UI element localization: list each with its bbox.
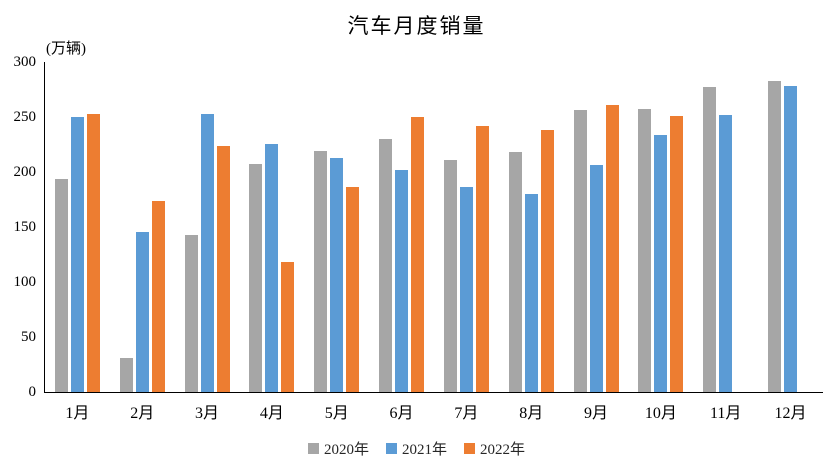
bar-2021年-12月 xyxy=(784,85,798,392)
bar-2020年-6月 xyxy=(379,139,393,392)
bar-2020年-7月 xyxy=(443,159,457,392)
bar-2021年-1月 xyxy=(70,116,84,392)
bar-2020年-4月 xyxy=(249,164,263,392)
y-axis-tick-label: 300 xyxy=(13,54,37,70)
bar-2022年-1月 xyxy=(86,113,100,392)
bar-2021年-4月 xyxy=(265,144,279,392)
bar-group-10月: 10月 xyxy=(638,62,684,422)
bar-group-5月: 5月 xyxy=(314,62,360,422)
bar-2020年-12月 xyxy=(768,80,782,392)
x-axis-label-12月: 12月 xyxy=(774,405,807,422)
bar-2022年-6月 xyxy=(411,116,425,392)
chart-title: 汽车月度销量 xyxy=(347,14,486,38)
bar-group-11月: 11月 xyxy=(703,62,748,422)
y-axis-unit-label: (万辆) xyxy=(46,41,86,57)
bar-2020年-9月 xyxy=(573,109,587,392)
x-axis-label-1月: 1月 xyxy=(65,405,90,422)
legend-marker-icon xyxy=(385,443,397,454)
bar-2020年-10月 xyxy=(638,108,652,392)
legend-label: 2020年 xyxy=(323,442,369,458)
bar-group-12月: 12月 xyxy=(768,62,813,422)
legend-item-2022年: 2022年 xyxy=(464,438,525,459)
bar-group-9月: 9月 xyxy=(573,62,619,422)
x-axis-label-5月: 5月 xyxy=(324,405,349,422)
legend-marker-icon xyxy=(464,443,475,454)
y-axis-tick-label: 250 xyxy=(13,109,37,125)
bar-2022年-8月 xyxy=(540,129,554,392)
bar-group-1月: 1月 xyxy=(54,62,100,422)
bar-2022年-5月 xyxy=(346,187,360,392)
x-axis-label-4月: 4月 xyxy=(259,405,284,422)
bar-2020年-2月 xyxy=(119,357,133,392)
y-axis-tick-label: 50 xyxy=(21,329,36,345)
bar-2020年-11月 xyxy=(703,87,717,392)
x-axis-label-10月: 10月 xyxy=(644,405,677,422)
bar-2021年-11月 xyxy=(719,114,733,392)
legend-marker-icon xyxy=(307,443,319,454)
bar-2021年-8月 xyxy=(524,194,538,392)
bar-2022年-9月 xyxy=(605,104,619,392)
bar-group-3月: 3月 xyxy=(184,62,230,422)
bar-2021年-7月 xyxy=(459,186,473,392)
x-axis-label-3月: 3月 xyxy=(195,405,220,422)
y-axis-tick-label: 100 xyxy=(13,274,37,290)
x-axis-label-8月: 8月 xyxy=(519,405,544,422)
bar-2022年-10月 xyxy=(670,116,684,392)
legend-label: 2022年 xyxy=(480,442,526,458)
bar-group-2月: 2月 xyxy=(119,62,165,422)
legend-item-2020年: 2020年 xyxy=(307,438,369,459)
bar-group-4月: 4月 xyxy=(249,62,295,422)
plot-area: 1月 2月 3月 4月 5月 6月 7月 8月 9月 10月 11月 12月 xyxy=(44,62,823,422)
bar-2020年-1月 xyxy=(54,178,68,392)
y-axis-tick-label: 200 xyxy=(13,164,37,180)
bar-group-7月: 7月 xyxy=(443,62,489,422)
y-axis-tick-label: 0 xyxy=(28,384,37,400)
legend-label: 2021年 xyxy=(401,442,447,458)
x-axis-label-11月: 11月 xyxy=(709,405,742,422)
legend-item-2021年: 2021年 xyxy=(385,438,447,459)
bar-2020年-3月 xyxy=(184,234,198,392)
bar-2022年-3月 xyxy=(216,146,230,392)
bar-2022年-4月 xyxy=(281,262,295,392)
bar-2021年-6月 xyxy=(395,170,409,392)
x-axis-label-6月: 6月 xyxy=(389,405,414,422)
bar-group-6月: 6月 xyxy=(379,62,425,422)
bar-group-8月: 8月 xyxy=(508,62,554,422)
bar-2020年-8月 xyxy=(508,151,522,392)
bar-2021年-5月 xyxy=(330,157,344,392)
bar-groups: 1月 2月 3月 4月 5月 6月 7月 8月 9月 10月 11月 12月 xyxy=(45,62,823,422)
bar-2020年-5月 xyxy=(314,150,328,392)
bar-2021年-9月 xyxy=(589,164,603,392)
bar-2022年-7月 xyxy=(475,125,489,392)
bar-2021年-3月 xyxy=(200,114,214,392)
x-axis-label-2月: 2月 xyxy=(130,405,155,422)
legend: 2020年 2021年 2022年 xyxy=(0,438,833,459)
bar-2021年-2月 xyxy=(135,231,149,392)
y-axis-tick-label: 150 xyxy=(13,219,37,235)
bar-2021年-10月 xyxy=(654,135,668,392)
bar-2022年-2月 xyxy=(151,201,165,392)
x-axis-label-9月: 9月 xyxy=(584,405,609,422)
x-axis-label-7月: 7月 xyxy=(454,405,479,422)
